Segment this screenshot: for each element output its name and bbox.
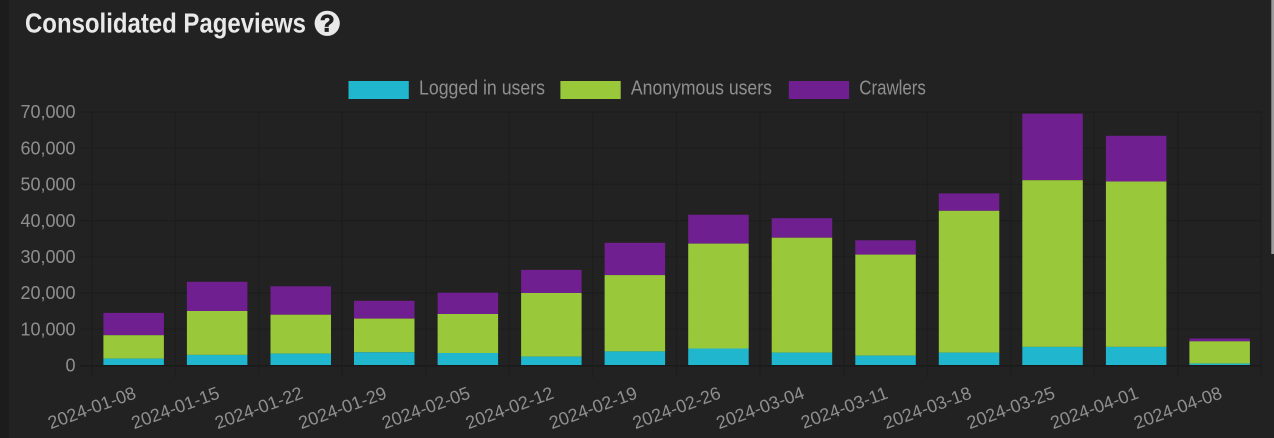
svg-text:10,000: 10,000 (20, 319, 75, 339)
svg-text:60,000: 60,000 (20, 138, 75, 158)
svg-text:?: ? (320, 11, 335, 38)
svg-text:20,000: 20,000 (20, 283, 75, 303)
svg-text:70,000: 70,000 (20, 102, 75, 122)
svg-text:0: 0 (65, 356, 75, 376)
svg-text:Anonymous users: Anonymous users (631, 77, 772, 99)
svg-text:30,000: 30,000 (20, 247, 75, 267)
svg-text:Consolidated Pageviews: Consolidated Pageviews (25, 8, 306, 39)
svg-text:Crawlers: Crawlers (859, 77, 926, 99)
svg-text:Logged in users: Logged in users (419, 77, 545, 99)
svg-text:40,000: 40,000 (20, 211, 75, 231)
svg-text:50,000: 50,000 (20, 175, 75, 195)
